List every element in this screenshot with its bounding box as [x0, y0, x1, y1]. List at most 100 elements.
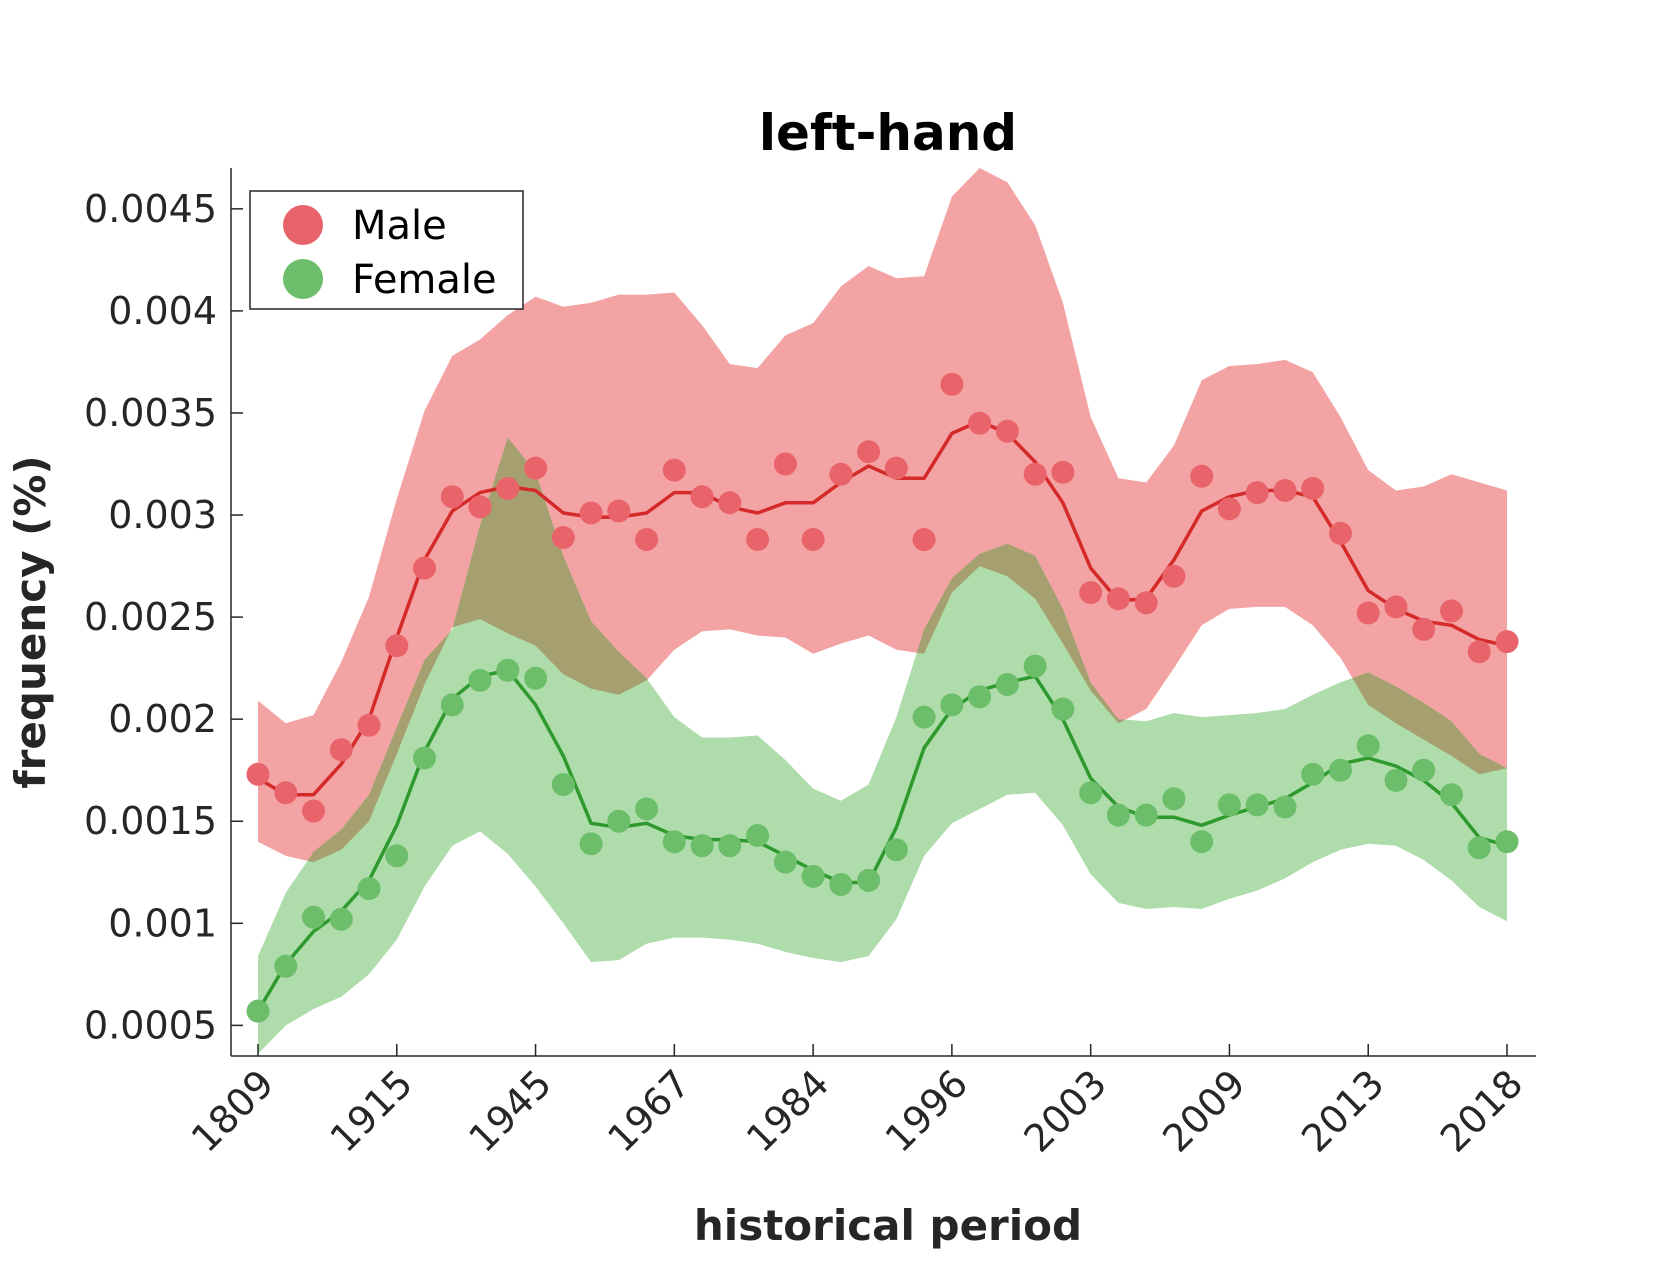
point-female: [1217, 793, 1241, 817]
point-male: [329, 738, 353, 762]
trend-lines: [256, 419, 1508, 1012]
point-female: [357, 877, 381, 901]
point-male: [1440, 599, 1463, 623]
band-overlap: [258, 437, 1507, 863]
point-female: [1051, 697, 1075, 721]
point-male: [718, 491, 742, 515]
point-female: [551, 773, 575, 796]
point-female: [801, 864, 825, 888]
point-male: [1412, 617, 1436, 641]
point-male: [1106, 587, 1130, 611]
point-male: [912, 528, 936, 551]
x-tick-label: 1967: [599, 1061, 699, 1161]
point-male: [1079, 581, 1103, 605]
point-male: [1023, 462, 1047, 486]
point-female: [1356, 734, 1380, 758]
x-tick-label: 1915: [322, 1061, 422, 1161]
point-female: [1495, 830, 1519, 854]
confidence-bands: [258, 168, 1507, 1054]
point-male: [1162, 564, 1186, 588]
point-female: [995, 673, 1019, 696]
point-female: [1329, 758, 1352, 782]
point-male: [1329, 521, 1352, 545]
point-female: [496, 658, 520, 682]
y-tick-label: 0.002: [108, 697, 217, 741]
point-male: [1273, 479, 1297, 502]
point-female: [1023, 654, 1047, 678]
y-tick-label: 0.0035: [84, 391, 217, 435]
point-male: [1301, 477, 1325, 500]
point-female: [773, 850, 797, 874]
point-male: [246, 762, 270, 786]
point-female: [718, 834, 742, 858]
point-male: [1245, 481, 1269, 505]
point-female: [1245, 793, 1269, 817]
point-female: [1301, 762, 1325, 786]
point-male: [440, 485, 464, 509]
point-female: [912, 705, 936, 729]
point-female: [385, 844, 409, 868]
point-female: [829, 873, 853, 896]
point-female: [690, 834, 714, 858]
point-male: [1384, 595, 1408, 619]
trend-line-male: [257, 419, 1508, 797]
point-female: [302, 905, 325, 929]
x-tick-label: 2013: [1293, 1061, 1393, 1161]
x-tick-label: 1984: [738, 1061, 838, 1161]
trend-line-female: [256, 668, 1508, 1012]
x-tick-label: 1945: [460, 1061, 560, 1161]
point-female: [662, 830, 686, 854]
y-tick-label: 0.0015: [84, 799, 217, 843]
point-male: [940, 372, 964, 396]
point-male: [857, 440, 881, 464]
y-axis-label: frequency (%): [6, 455, 55, 788]
point-female: [468, 668, 492, 692]
point-female: [1190, 830, 1214, 854]
point-female: [1440, 783, 1463, 807]
point-female: [746, 824, 770, 847]
x-tick-label: 1809: [183, 1061, 283, 1161]
point-male: [968, 411, 992, 435]
point-male: [1467, 640, 1491, 664]
point-female: [940, 693, 964, 717]
point-female: [968, 685, 992, 709]
point-male: [829, 462, 853, 486]
point-male: [1356, 601, 1380, 625]
point-female: [274, 954, 298, 978]
point-female: [857, 868, 881, 892]
point-male: [302, 799, 325, 823]
point-female: [1134, 803, 1158, 827]
legend-label-female: Female: [352, 257, 497, 303]
point-male: [579, 501, 603, 525]
point-male: [884, 456, 908, 480]
y-tick-label: 0.004: [108, 289, 217, 333]
point-male: [1217, 497, 1241, 521]
point-female: [1412, 758, 1436, 782]
y-tick-label: 0.0045: [84, 187, 217, 231]
point-female: [884, 838, 908, 862]
point-male: [468, 495, 492, 519]
y-tick-label: 0.001: [108, 901, 217, 945]
point-male: [274, 781, 298, 805]
point-male: [551, 526, 575, 549]
chart-title: left-hand: [759, 104, 1017, 162]
point-male: [413, 556, 436, 580]
point-male: [357, 713, 381, 737]
point-male: [385, 634, 409, 658]
point-male: [662, 458, 686, 482]
point-female: [579, 832, 603, 856]
x-tick-label: 2009: [1154, 1061, 1254, 1161]
point-female: [635, 797, 659, 821]
point-female: [1106, 803, 1130, 827]
x-tick-label: 2003: [1016, 1061, 1116, 1161]
point-female: [440, 693, 464, 717]
point-male: [1190, 464, 1214, 488]
point-female: [1162, 787, 1186, 811]
x-tick-label: 2018: [1432, 1061, 1532, 1161]
point-female: [607, 809, 631, 833]
point-male: [607, 499, 631, 523]
point-male: [801, 528, 825, 551]
point-male: [1051, 460, 1075, 484]
